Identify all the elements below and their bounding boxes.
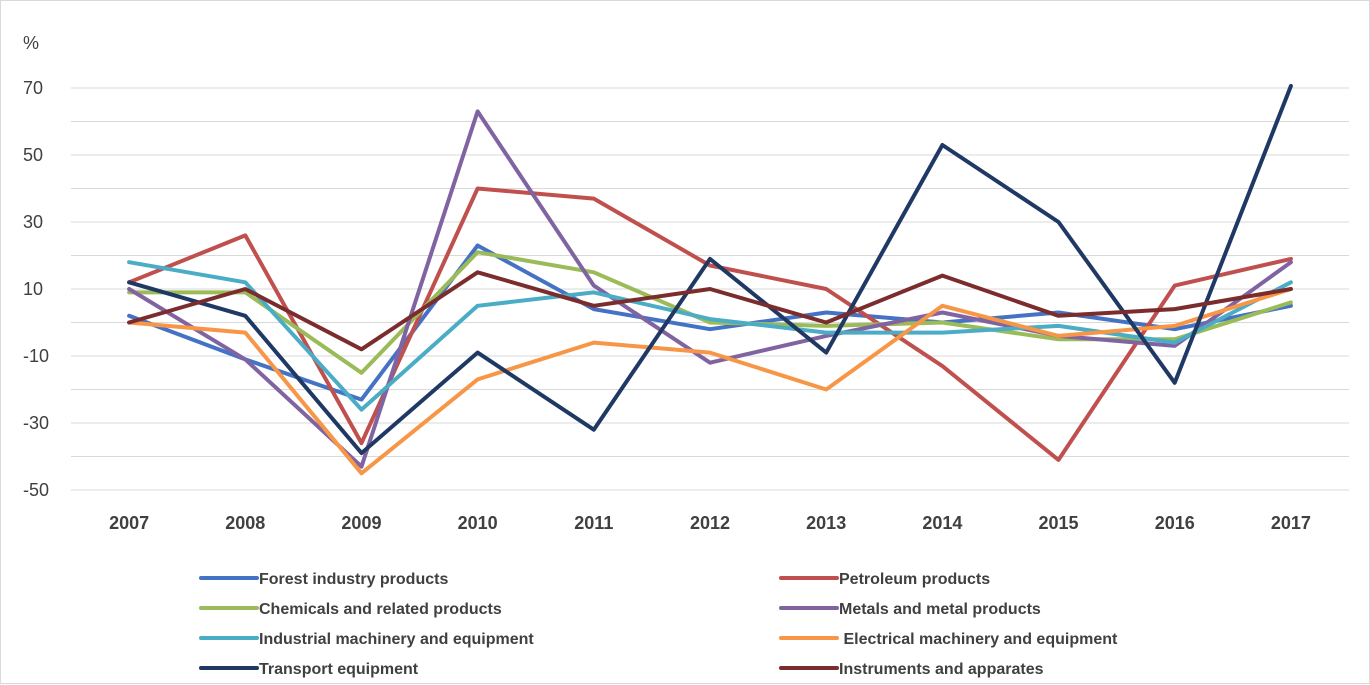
x-tick-label: 2011 [574, 513, 613, 533]
x-tick-label: 2014 [922, 513, 962, 533]
x-tick-label: 2013 [806, 513, 846, 533]
x-tick-label: 2015 [1039, 513, 1079, 533]
series-line-6 [127, 287, 1293, 476]
y-tick-label: 70 [23, 78, 43, 98]
y-tick-label: 30 [23, 212, 43, 232]
series-line-7 [127, 84, 1293, 456]
legend-label: Forest industry products [259, 571, 448, 588]
x-tick-label: 2008 [225, 513, 265, 533]
x-tick-label: 2016 [1155, 513, 1195, 533]
series-line-1 [127, 243, 1293, 402]
y-tick-label: 50 [23, 145, 43, 165]
y-tick-label: -50 [23, 480, 49, 500]
legend-label: Metals and metal products [839, 601, 1041, 618]
x-axis-ticks: 2007 2008 2009 2010 2011 2012 2013 2014 2015 2016… [109, 513, 1311, 533]
y-tick-label: -10 [23, 346, 49, 366]
legend-label: Transport equipment [259, 661, 419, 678]
series-lines [127, 84, 1293, 476]
x-tick-label: 2012 [690, 513, 730, 533]
x-tick-label: 2017 [1271, 513, 1311, 533]
y-tick-label: -30 [23, 413, 49, 433]
series-line-8 [127, 270, 1293, 352]
y-axis-unit-label: % [23, 33, 39, 53]
x-tick-label: 2007 [109, 513, 149, 533]
legend-label: Instruments and apparates [839, 661, 1044, 678]
legend: Forest industry products Petroleum produc… [199, 571, 1118, 678]
legend-label: Petroleum products [839, 571, 990, 588]
x-tick-label: 2009 [341, 513, 381, 533]
x-tick-label: 2010 [458, 513, 498, 533]
series-line-4 [127, 109, 1293, 469]
legend-label: Electrical machinery and equipment [839, 631, 1118, 648]
y-tick-label: 10 [23, 279, 43, 299]
y-axis-ticks: 70 50 30 10 -10 -30 -50 [23, 78, 49, 500]
series-line-2 [127, 186, 1293, 462]
legend-label: Chemicals and related products [259, 601, 502, 618]
legend-label: Industrial machinery and equipment [259, 631, 534, 648]
